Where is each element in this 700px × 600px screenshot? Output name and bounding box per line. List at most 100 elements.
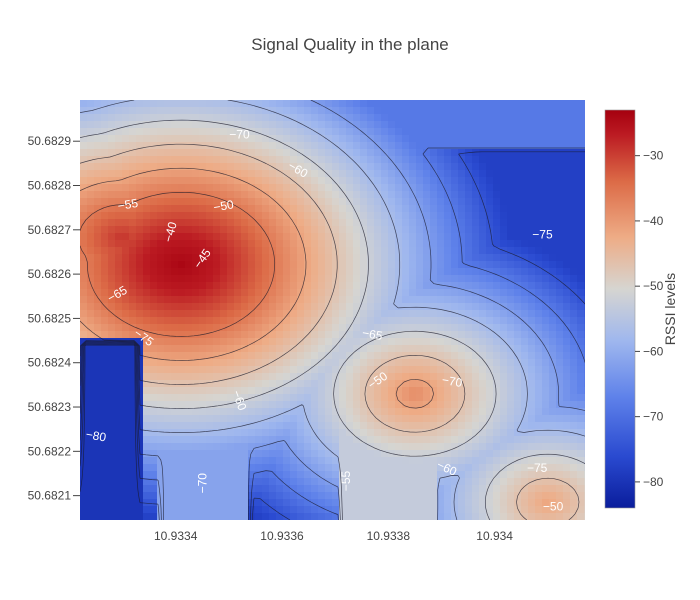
- heatmap-cell: [150, 149, 158, 157]
- heatmap-cell: [276, 352, 284, 360]
- heatmap-cell: [122, 254, 130, 262]
- heatmap-cell: [332, 345, 340, 353]
- heatmap-cell: [192, 135, 200, 143]
- heatmap-cell: [374, 275, 382, 283]
- heatmap-cell: [220, 275, 228, 283]
- heatmap-cell: [227, 100, 235, 108]
- heatmap-cell: [402, 345, 410, 353]
- heatmap-cell: [318, 422, 326, 430]
- heatmap-cell: [227, 506, 235, 514]
- heatmap-cell: [318, 492, 326, 500]
- heatmap-cell: [136, 464, 144, 472]
- heatmap-cell: [339, 198, 347, 206]
- heatmap-cell: [339, 121, 347, 129]
- heatmap-cell: [115, 380, 123, 388]
- heatmap-cell: [458, 331, 466, 339]
- heatmap-cell: [514, 114, 522, 122]
- heatmap-cell: [150, 506, 158, 514]
- heatmap-cell: [367, 485, 375, 493]
- heatmap-cell: [311, 443, 319, 451]
- heatmap-cell: [339, 485, 347, 493]
- heatmap-cell: [521, 373, 529, 381]
- heatmap-cell: [325, 100, 333, 108]
- heatmap-cell: [276, 233, 284, 241]
- heatmap-cell: [192, 338, 200, 346]
- heatmap-cell: [514, 387, 522, 395]
- heatmap-cell: [528, 142, 536, 150]
- heatmap-cell: [584, 422, 585, 430]
- heatmap-cell: [416, 317, 424, 325]
- heatmap-cell: [514, 191, 522, 199]
- heatmap-cell: [283, 422, 291, 430]
- heatmap-cell: [521, 261, 529, 269]
- heatmap-cell: [136, 380, 144, 388]
- heatmap-cell: [535, 415, 543, 423]
- heatmap-cell: [269, 492, 277, 500]
- heatmap-cell: [402, 464, 410, 472]
- heatmap-cell: [248, 457, 256, 465]
- heatmap-cell: [479, 415, 487, 423]
- heatmap-cell: [199, 513, 207, 520]
- heatmap-cell: [584, 121, 585, 129]
- heatmap-cell: [556, 485, 564, 493]
- heatmap-cell: [486, 464, 494, 472]
- heatmap-cell: [108, 492, 116, 500]
- heatmap-cell: [143, 485, 151, 493]
- heatmap-cell: [500, 436, 508, 444]
- x-tick-label: 10.9338: [367, 529, 411, 543]
- heatmap-cell: [164, 135, 172, 143]
- heatmap-cell: [227, 492, 235, 500]
- heatmap-cell: [409, 226, 417, 234]
- heatmap-cell: [395, 268, 403, 276]
- heatmap-cell: [269, 499, 277, 507]
- heatmap-cell: [262, 135, 270, 143]
- heatmap-cell: [178, 205, 186, 213]
- heatmap-cell: [178, 268, 186, 276]
- heatmap-cell: [213, 170, 221, 178]
- heatmap-cell: [514, 135, 522, 143]
- heatmap-cell: [129, 163, 137, 171]
- heatmap-cell: [549, 394, 557, 402]
- heatmap-cell: [164, 436, 172, 444]
- heatmap-cell: [486, 513, 494, 520]
- heatmap-cell: [80, 499, 88, 507]
- heatmap-cell: [430, 464, 438, 472]
- heatmap-cell: [549, 380, 557, 388]
- heatmap-cell: [178, 212, 186, 220]
- heatmap-cell: [143, 380, 151, 388]
- heatmap-cell: [416, 464, 424, 472]
- heatmap-cell: [570, 422, 578, 430]
- heatmap-cell: [444, 338, 452, 346]
- heatmap-cell: [171, 464, 179, 472]
- heatmap-cell: [479, 240, 487, 248]
- heatmap-cell: [332, 401, 340, 409]
- heatmap-cell: [514, 149, 522, 157]
- heatmap-cell: [570, 261, 578, 269]
- heatmap-cell: [122, 317, 130, 325]
- heatmap-cell: [283, 443, 291, 451]
- heatmap-cell: [164, 275, 172, 283]
- heatmap-cell: [500, 401, 508, 409]
- heatmap-cell: [227, 513, 235, 520]
- heatmap-cell: [437, 352, 445, 360]
- heatmap-cell: [311, 170, 319, 178]
- heatmap-cell: [199, 373, 207, 381]
- heatmap-cell: [437, 198, 445, 206]
- heatmap-cell: [311, 352, 319, 360]
- heatmap-cell: [108, 464, 116, 472]
- heatmap-cell: [129, 513, 137, 520]
- heatmap-cell: [500, 191, 508, 199]
- heatmap-cell: [101, 415, 109, 423]
- heatmap-cell: [493, 128, 501, 136]
- contour-label: −70: [195, 473, 209, 494]
- heatmap-cell: [332, 436, 340, 444]
- heatmap-cell: [290, 478, 298, 486]
- heatmap-cell: [325, 142, 333, 150]
- heatmap-cell: [94, 289, 102, 297]
- heatmap-cell: [563, 114, 571, 122]
- heatmap-cell: [444, 436, 452, 444]
- heatmap-cell: [360, 275, 368, 283]
- heatmap-cell: [388, 310, 396, 318]
- heatmap-cell: [402, 324, 410, 332]
- heatmap-cell: [283, 156, 291, 164]
